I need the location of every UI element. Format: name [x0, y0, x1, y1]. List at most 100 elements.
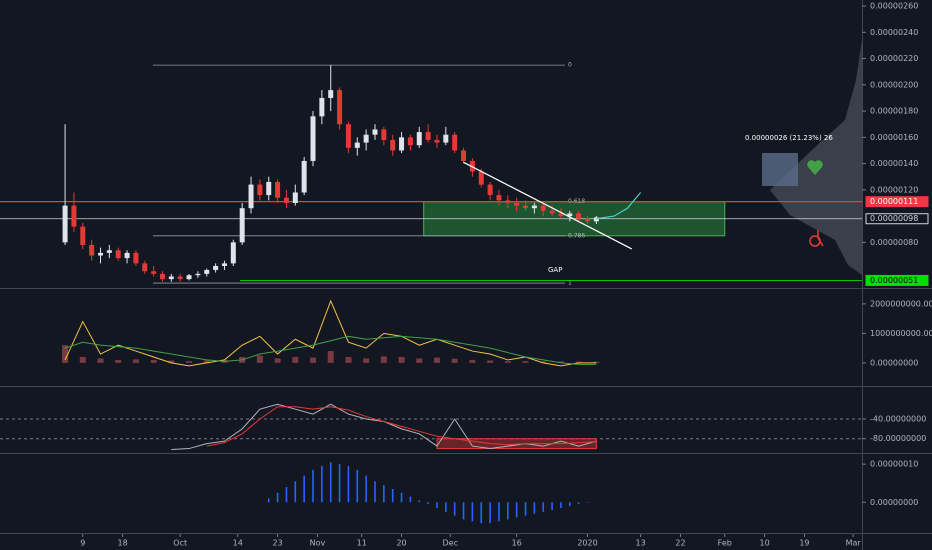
- histogram-bar: [321, 466, 323, 503]
- price-tag-label: 0.00000111: [870, 197, 918, 206]
- volume-bar: [132, 359, 139, 363]
- candle-body: [407, 137, 413, 146]
- candle-body: [496, 195, 502, 201]
- candle-body: [540, 205, 546, 211]
- candle-body: [248, 184, 254, 209]
- x-tick-label: 20: [396, 539, 406, 548]
- volume-bar: [540, 361, 547, 363]
- x-tick-label: 11: [357, 539, 367, 548]
- x-tick-label: Nov: [310, 539, 326, 548]
- price-tag: [865, 196, 929, 208]
- candle-body: [89, 244, 95, 256]
- y-tick-label: -40.00000000: [870, 415, 926, 424]
- volume-bar: [79, 356, 86, 363]
- volume-bar: [203, 360, 210, 363]
- candle-body: [186, 275, 192, 280]
- candle-body: [266, 181, 272, 196]
- heart-icon: [807, 160, 823, 175]
- volume-bar: [504, 361, 511, 363]
- series-line: [64, 299, 597, 367]
- volume-bar: [416, 358, 423, 363]
- candle-body: [372, 129, 378, 135]
- x-tick-label: Feb: [718, 539, 732, 548]
- x-tick-label: 13: [636, 539, 646, 548]
- price-tag-label: 0.00000098: [870, 214, 918, 223]
- x-tick-label: 2020: [577, 539, 597, 548]
- candle-body: [213, 265, 219, 270]
- histogram-bar: [276, 492, 279, 503]
- candle-body: [80, 226, 86, 245]
- y-tick-label: 0.00000160: [870, 133, 918, 142]
- histogram-bar: [507, 502, 509, 520]
- y-tick-label: 0.00000240: [870, 28, 918, 37]
- fib-label: 1: [568, 280, 572, 287]
- price-tag: [865, 274, 929, 286]
- histogram-bar: [480, 502, 483, 524]
- candle-body: [115, 250, 121, 259]
- candle-body: [98, 252, 104, 256]
- histogram-bar: [347, 466, 350, 503]
- candle-body: [531, 205, 537, 209]
- candle-body: [461, 150, 467, 161]
- y-tick-label: 0.00000120: [870, 185, 918, 194]
- candle-body: [558, 213, 564, 217]
- y-tick-label: 2000000000.00000000: [870, 299, 932, 308]
- histogram-bar: [560, 502, 562, 508]
- histogram-bar: [453, 502, 456, 516]
- x-tick-label: Oct: [173, 539, 187, 548]
- candle-body: [310, 116, 316, 161]
- histogram-bar: [577, 502, 580, 505]
- candle-body: [425, 132, 431, 140]
- candle-body: [514, 202, 520, 206]
- volume-bar: [150, 359, 157, 363]
- volume-bar: [451, 358, 458, 363]
- candle-body: [576, 213, 582, 219]
- y-tick-label: 0.00000220: [870, 54, 918, 63]
- candle-body: [381, 129, 387, 140]
- projection: [596, 192, 642, 220]
- histogram-bar: [471, 502, 474, 522]
- candle-body: [549, 210, 555, 214]
- histogram-bar: [418, 500, 421, 503]
- candle-body: [337, 90, 343, 125]
- histogram-bar: [329, 462, 332, 503]
- y-tick-label: 1000000000.00000000: [870, 329, 932, 338]
- candle-body: [487, 184, 493, 196]
- volume-bar: [274, 358, 281, 363]
- x-tick-label: 18: [118, 539, 128, 548]
- candle-body: [328, 90, 334, 98]
- candle-body: [133, 252, 139, 264]
- histogram-bar: [365, 475, 367, 503]
- histogram-bar: [427, 502, 429, 505]
- candle-body: [363, 134, 369, 143]
- y-tick-label: -80.00000000: [870, 434, 926, 443]
- fib-label: 0: [568, 62, 572, 69]
- x-tick-label: 14: [233, 539, 243, 548]
- candle-body: [168, 276, 174, 280]
- histogram-bar: [515, 502, 518, 518]
- gap-label: GAP: [548, 266, 562, 274]
- candle-body: [151, 271, 157, 274]
- volume-bar: [433, 357, 440, 363]
- candle-body: [195, 273, 201, 276]
- y-tick-label: 0.00000080: [870, 238, 918, 247]
- histogram-bar: [445, 502, 447, 512]
- y-tick-label: 0.00000260: [870, 2, 918, 11]
- fib-label: 0.786: [568, 232, 585, 239]
- price-tag: [865, 213, 929, 225]
- volume-bar: [115, 359, 122, 363]
- candle-body: [399, 137, 405, 151]
- volume-bar: [487, 360, 494, 363]
- volume-bar: [363, 358, 370, 363]
- candle-body: [177, 276, 183, 280]
- volume-bar: [62, 345, 69, 363]
- candle-body: [301, 160, 307, 193]
- measure-box: [762, 153, 798, 186]
- candle-body: [230, 242, 236, 264]
- candle-body: [71, 205, 77, 227]
- candle-body: [124, 252, 130, 259]
- volume-profile: [770, 40, 862, 275]
- trendline: [463, 161, 633, 250]
